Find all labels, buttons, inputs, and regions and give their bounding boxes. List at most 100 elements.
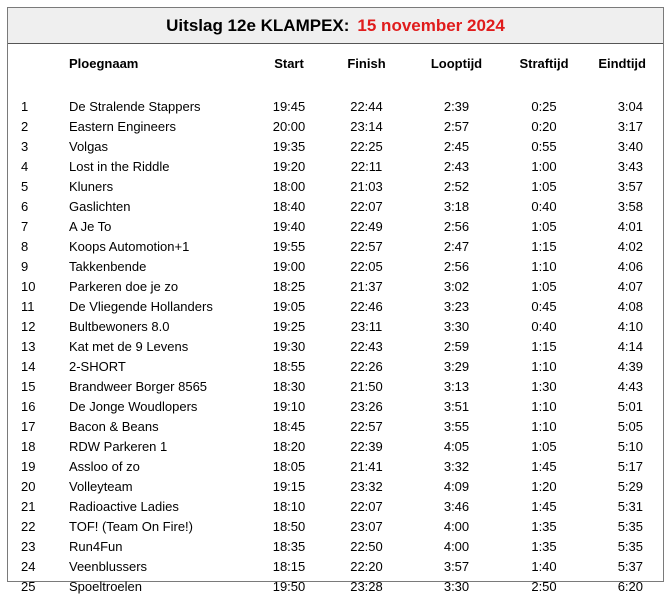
table-row: 18 RDW Parkeren 1 18:20 22:39 4:05 1:05 5:10 — [8, 436, 663, 456]
team-name-cell: Bacon & Beans — [69, 418, 159, 434]
run-time-cell: 3:46 — [443, 498, 470, 514]
final-time-cell: 5:35 — [617, 518, 643, 534]
finish-time-cell: 21:37 — [350, 278, 383, 294]
start-time-cell: 19:10 — [272, 398, 306, 414]
results-body: 1 De Stralende Stappers 19:45 22:44 2:39 0:25… — [8, 96, 663, 596]
run-time-cell: 2:57 — [443, 118, 470, 134]
table-row: 8 Koops Automotion+1 19:55 22:57 2:47 1:15 4:0… — [8, 236, 663, 256]
final-time-cell: 4:01 — [617, 218, 643, 234]
finish-time-cell: 22:57 — [350, 418, 383, 434]
finish-time-cell: 22:07 — [350, 198, 383, 214]
team-name-cell: Gaslichten — [69, 198, 131, 214]
start-time-cell: 19:30 — [272, 338, 306, 354]
final-time-cell: 4:10 — [617, 318, 643, 334]
team-name-cell: Parkeren doe je zo — [69, 278, 179, 294]
table-row: 16 De Jonge Woudlopers 19:10 23:26 3:51 1:10 5… — [8, 396, 663, 416]
run-time-cell: 3:13 — [443, 378, 470, 394]
team-name-cell: De Stralende Stappers — [69, 98, 201, 114]
start-time-cell: 19:00 — [272, 258, 306, 274]
start-time-cell: 20:00 — [272, 118, 306, 134]
team-name-cell: Volgas — [69, 138, 109, 154]
rank-cell: 15 — [21, 378, 36, 394]
table-row: 14 2-SHORT 18:55 22:26 3:29 1:10 4:39 — [8, 356, 663, 376]
event-date: 15 november 2024 — [357, 15, 505, 35]
run-time-cell: 3:18 — [443, 198, 470, 214]
final-time-cell: 4:43 — [617, 378, 643, 394]
penalty-time-cell: 0:45 — [531, 298, 557, 314]
table-row: 11 De Vliegende Hollanders 19:05 22:46 3:23 0… — [8, 296, 663, 316]
penalty-time-cell: 1:20 — [531, 478, 557, 494]
team-name-cell: RDW Parkeren 1 — [69, 438, 168, 454]
start-time-cell: 19:20 — [272, 158, 306, 174]
run-time-cell: 2:56 — [443, 258, 470, 274]
finish-time-cell: 22:49 — [350, 218, 383, 234]
finish-time-cell: 23:07 — [350, 518, 383, 534]
header-spacer — [8, 76, 663, 96]
run-time-cell: 3:57 — [443, 558, 470, 574]
rank-cell: 16 — [21, 398, 36, 414]
start-time-cell: 18:10 — [272, 498, 306, 514]
penalty-time-cell: 1:30 — [531, 378, 557, 394]
final-time-cell: 4:08 — [617, 298, 643, 314]
run-time-cell: 3:02 — [443, 278, 470, 294]
table-row: 13 Kat met de 9 Levens 19:30 22:43 2:59 1:15 4… — [8, 336, 663, 356]
run-time-cell: 2:59 — [443, 338, 470, 354]
run-time-cell: 3:29 — [443, 358, 470, 374]
run-time-cell: 3:30 — [443, 318, 470, 334]
final-time-cell: 4:06 — [617, 258, 643, 274]
header-name: Ploegnaam — [69, 55, 139, 71]
start-time-cell: 19:40 — [272, 218, 306, 234]
rank-cell: 7 — [21, 218, 29, 234]
final-time-cell: 3:04 — [617, 98, 643, 114]
table-row: 20 Volleyteam 19:15 23:32 4:09 1:20 5:29 — [8, 476, 663, 496]
header-rank — [8, 50, 69, 76]
finish-time-cell: 22:20 — [350, 558, 383, 574]
finish-time-cell: 22:05 — [350, 258, 383, 274]
start-time-cell: 18:25 — [272, 278, 306, 294]
run-time-cell: 2:39 — [443, 98, 470, 114]
run-time-cell: 3:51 — [443, 398, 470, 414]
title-bar: Uitslag 12e KLAMPEX: 15 november 2024 — [8, 8, 663, 44]
team-name-cell: Assloo of zo — [69, 458, 140, 474]
header-eindtijd: Eindtijd — [598, 55, 646, 71]
team-name-cell: TOF! (Team On Fire!) — [69, 518, 193, 534]
team-name-cell: De Jonge Woudlopers — [69, 398, 198, 414]
finish-time-cell: 22:26 — [350, 358, 383, 374]
team-name-cell: Kluners — [69, 178, 114, 194]
start-time-cell: 19:25 — [272, 318, 306, 334]
run-time-cell: 3:23 — [443, 298, 470, 314]
final-time-cell: 4:07 — [617, 278, 643, 294]
penalty-time-cell: 0:40 — [531, 318, 557, 334]
rank-cell: 13 — [21, 338, 36, 354]
rank-cell: 25 — [21, 578, 36, 594]
finish-time-cell: 23:32 — [350, 478, 383, 494]
penalty-time-cell: 1:15 — [531, 338, 557, 354]
finish-time-cell: 22:50 — [350, 538, 383, 554]
results-sheet: Uitslag 12e KLAMPEX: 15 november 2024 Pl… — [7, 7, 664, 594]
finish-time-cell: 22:25 — [350, 138, 383, 154]
final-time-cell: 3:57 — [617, 178, 643, 194]
rank-cell: 20 — [21, 478, 36, 494]
table-row: 6 Gaslichten 18:40 22:07 3:18 0:40 3:58 — [8, 196, 663, 216]
penalty-time-cell: 1:35 — [531, 518, 557, 534]
rank-cell: 22 — [21, 518, 36, 534]
rank-cell: 10 — [21, 278, 36, 294]
penalty-time-cell: 1:45 — [531, 458, 557, 474]
finish-time-cell: 21:50 — [350, 378, 383, 394]
rank-cell: 9 — [21, 258, 29, 274]
start-time-cell: 18:45 — [272, 418, 306, 434]
finish-time-cell: 22:57 — [350, 238, 383, 254]
run-time-cell: 4:05 — [443, 438, 470, 454]
team-name-cell: Takkenbende — [69, 258, 147, 274]
team-name-cell: 2-SHORT — [69, 358, 126, 374]
start-time-cell: 18:40 — [272, 198, 306, 214]
final-time-cell: 5:29 — [617, 478, 643, 494]
start-time-cell: 18:30 — [272, 378, 306, 394]
start-time-cell: 18:00 — [272, 178, 306, 194]
team-name-cell: Radioactive Ladies — [69, 498, 179, 514]
header-finish: Finish — [347, 55, 386, 71]
final-time-cell: 3:40 — [617, 138, 643, 154]
run-time-cell: 2:43 — [443, 158, 470, 174]
start-time-cell: 18:15 — [272, 558, 306, 574]
penalty-time-cell: 1:40 — [531, 558, 557, 574]
